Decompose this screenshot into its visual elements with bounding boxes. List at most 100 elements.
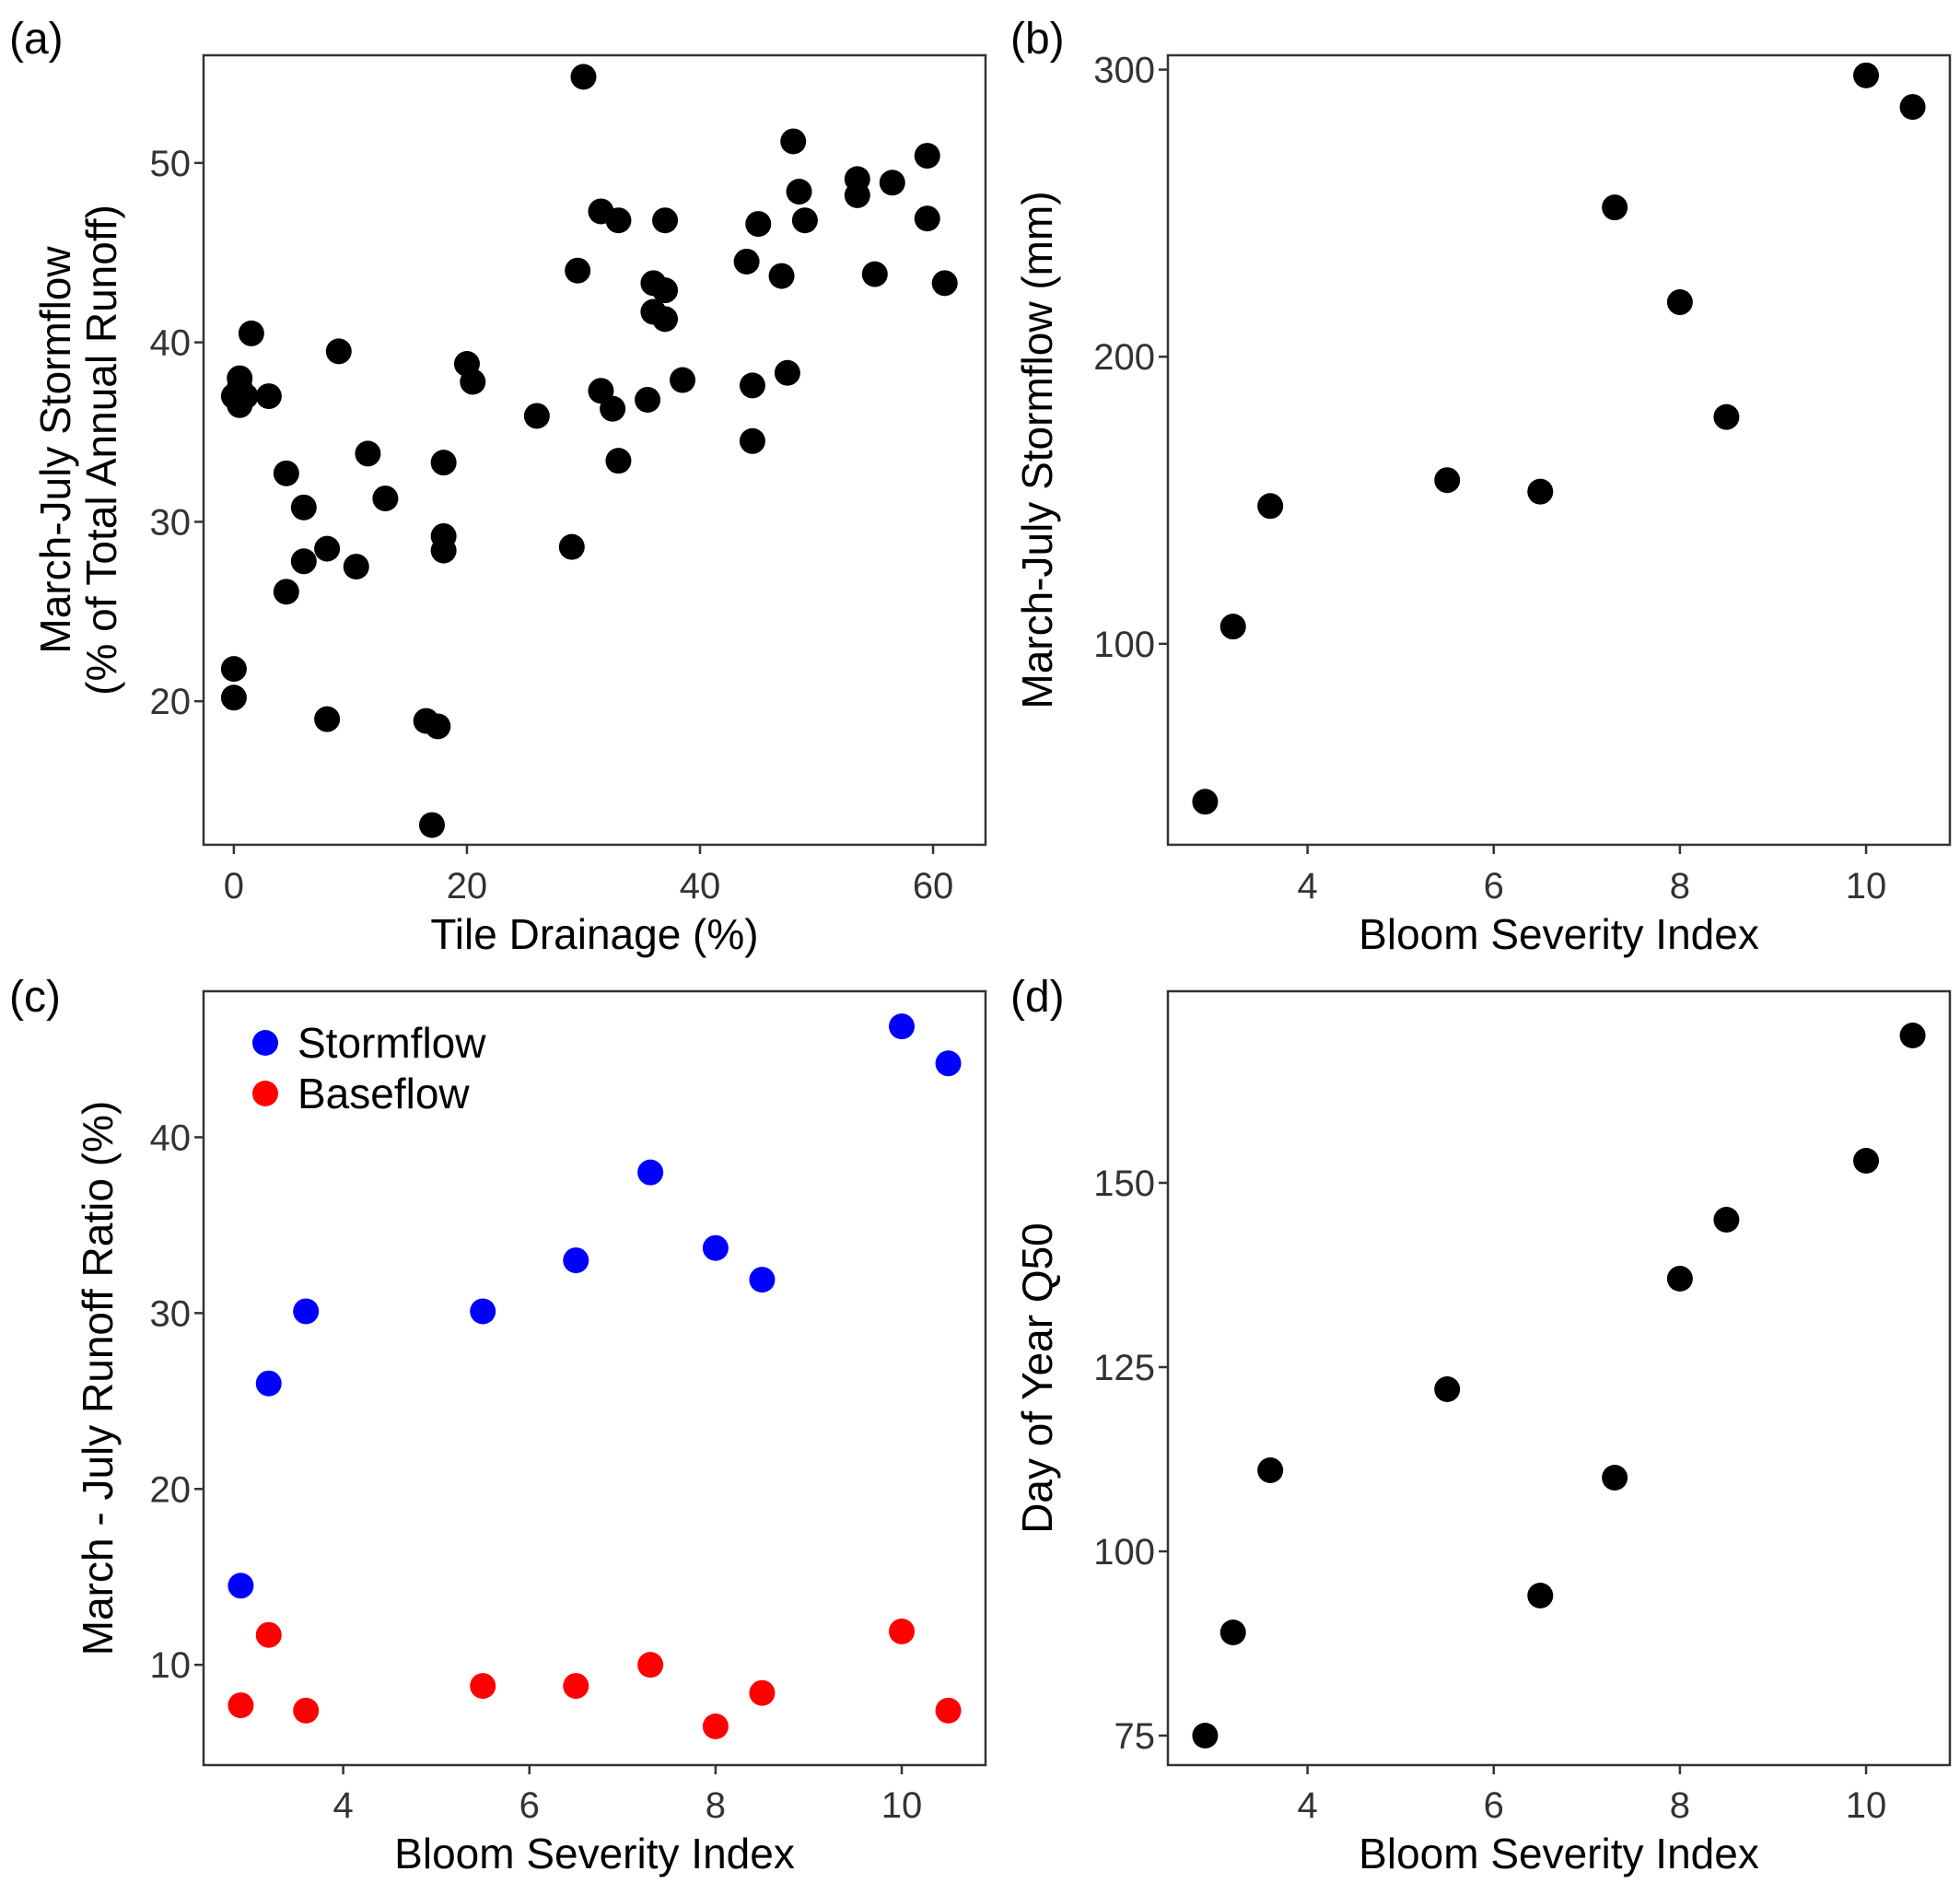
data-point-stormflow bbox=[563, 1247, 589, 1274]
data-point-series bbox=[774, 359, 800, 386]
plot-frame bbox=[202, 53, 987, 847]
data-point-stormflow bbox=[749, 1267, 776, 1293]
data-point-series bbox=[425, 713, 451, 740]
x-tick-label: 4 bbox=[332, 1785, 353, 1826]
data-point-series bbox=[1602, 1465, 1628, 1491]
data-point-series bbox=[652, 277, 679, 304]
data-point-series bbox=[558, 533, 585, 560]
data-point-stormflow bbox=[935, 1050, 962, 1077]
data-point-series bbox=[1219, 614, 1246, 640]
x-tick-label: 10 bbox=[1846, 866, 1887, 906]
data-point-baseflow bbox=[702, 1713, 729, 1739]
y-tick-label: 20 bbox=[150, 682, 192, 722]
x-tick-label: 6 bbox=[1484, 1785, 1504, 1826]
plot-frame bbox=[202, 989, 987, 1767]
x-tick-label: 8 bbox=[1670, 866, 1690, 906]
data-point-series bbox=[1853, 62, 1880, 88]
data-point-series bbox=[652, 207, 679, 234]
data-point-series bbox=[786, 179, 812, 205]
data-point-series bbox=[430, 537, 457, 564]
y-axis-label: (% of Total Annual Runoff) bbox=[77, 205, 125, 696]
data-point-baseflow bbox=[255, 1621, 282, 1648]
x-tick-label: 20 bbox=[447, 866, 488, 906]
panel-label: (c) bbox=[9, 973, 61, 1022]
x-axis-label: Tile Drainage (%) bbox=[430, 910, 758, 958]
data-point-series bbox=[739, 372, 765, 399]
plot-frame bbox=[1166, 53, 1952, 847]
panel-d: (d) 4 6 8 10 75 100 125 150 Bloom Severity Index D… bbox=[1010, 973, 1952, 1877]
data-point-series bbox=[605, 207, 632, 234]
data-point-series bbox=[652, 306, 679, 333]
data-point-series bbox=[745, 211, 772, 238]
data-point-series bbox=[255, 383, 282, 410]
data-point-series bbox=[565, 257, 591, 284]
y-tick-label: 40 bbox=[150, 1117, 192, 1158]
data-point-series bbox=[372, 485, 399, 512]
data-point-series bbox=[290, 548, 317, 575]
data-point-series bbox=[931, 270, 958, 297]
data-point-stormflow bbox=[702, 1234, 729, 1261]
data-point-baseflow bbox=[228, 1692, 254, 1719]
data-point-stormflow bbox=[637, 1159, 664, 1186]
data-point-stormflow bbox=[255, 1370, 282, 1397]
x-tick-label: 8 bbox=[706, 1785, 726, 1826]
data-point-series bbox=[1219, 1620, 1246, 1645]
data-point-baseflow bbox=[935, 1697, 962, 1724]
y-tick-label: 30 bbox=[150, 1293, 192, 1334]
x-tick-label: 40 bbox=[680, 866, 721, 906]
y-tick-label: 10 bbox=[150, 1645, 192, 1686]
y-axis-label: March-July Stormflow bbox=[31, 246, 79, 654]
legend-key-baseflow bbox=[252, 1081, 278, 1106]
data-point-series bbox=[879, 170, 905, 196]
y-tick-label: 300 bbox=[1093, 51, 1155, 91]
data-point-series bbox=[273, 460, 299, 486]
panel-b: (b) 4 6 8 10 100 200 300 Bloom Severity Index Mar… bbox=[1010, 15, 1952, 958]
data-point-series bbox=[430, 450, 457, 476]
data-point-series bbox=[1192, 1723, 1219, 1748]
data-point-series bbox=[1666, 289, 1693, 316]
legend-key-stormflow bbox=[252, 1030, 278, 1056]
data-point-baseflow bbox=[637, 1652, 664, 1678]
data-point-series bbox=[1853, 1148, 1880, 1174]
x-axis-label: Bloom Severity Index bbox=[1359, 910, 1759, 958]
data-point-series bbox=[914, 205, 940, 232]
panel-a: (a) 0 20 40 60 20 30 40 50 Tile Drainage (%) March… bbox=[9, 15, 987, 958]
data-point-series bbox=[739, 427, 765, 454]
y-tick-label: 100 bbox=[1093, 625, 1155, 665]
plot-frame bbox=[1166, 989, 1952, 1767]
data-point-series bbox=[1666, 1266, 1693, 1292]
data-point-series bbox=[460, 368, 486, 395]
data-point-series bbox=[343, 554, 369, 580]
data-point-series bbox=[791, 207, 818, 234]
data-point-baseflow bbox=[889, 1618, 916, 1644]
x-axis-label: Bloom Severity Index bbox=[394, 1830, 795, 1877]
data-point-series bbox=[1899, 94, 1926, 121]
data-point-baseflow bbox=[563, 1673, 589, 1700]
data-point-series bbox=[1527, 1583, 1554, 1608]
legend-label-baseflow: Baseflow bbox=[298, 1070, 470, 1117]
data-point-series bbox=[290, 494, 317, 520]
y-tick-label: 150 bbox=[1093, 1164, 1155, 1204]
legend-label-stormflow: Stormflow bbox=[298, 1019, 486, 1067]
data-point-series bbox=[273, 579, 299, 605]
data-point-series bbox=[355, 440, 381, 467]
data-point-stormflow bbox=[470, 1298, 496, 1325]
panel-c: (c) 4 6 8 10 10 20 30 40 Bloom Severity Index Marc… bbox=[9, 973, 987, 1877]
data-point-stormflow bbox=[889, 1013, 916, 1040]
x-tick-label: 10 bbox=[1846, 1785, 1887, 1826]
data-point-series bbox=[861, 261, 888, 287]
panel-label: (a) bbox=[9, 15, 64, 64]
data-point-series bbox=[314, 706, 341, 732]
y-axis-label: March-July Stormflow (mm) bbox=[1013, 191, 1061, 708]
x-tick-label: 6 bbox=[1484, 866, 1504, 906]
y-tick-label: 30 bbox=[150, 502, 192, 543]
y-tick-label: 200 bbox=[1093, 337, 1155, 378]
data-point-series bbox=[1192, 789, 1219, 815]
data-point-series bbox=[780, 128, 807, 155]
data-point-series bbox=[325, 338, 352, 365]
x-axis-label: Bloom Severity Index bbox=[1359, 1830, 1759, 1877]
data-point-series bbox=[1257, 1457, 1284, 1483]
data-point-series bbox=[605, 448, 632, 474]
